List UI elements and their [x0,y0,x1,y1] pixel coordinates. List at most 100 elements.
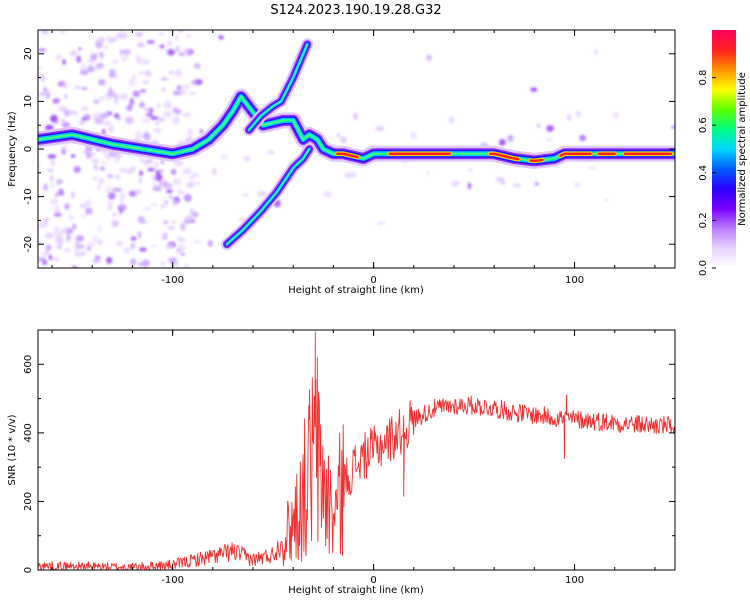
spectrogram-noise-blob [85,199,92,207]
spectrogram-noise-blob [174,160,183,167]
spectrogram-noise-blob [130,242,136,250]
spectrogram-noise-blob [187,128,193,136]
spectrogram-noise-blob [119,30,123,33]
spectrogram-noise-blob [76,55,81,63]
spectrogram-noise-blob [468,168,473,173]
spectrogram-noise-blob [167,49,175,56]
snr-panel: -100 0 100 0 200 400 600 Height of straight li… [7,329,676,596]
spectrogram-noise-blob [124,116,134,125]
spectrogram-noise-blob [52,98,61,104]
spectrogram-noise-blob [182,112,191,118]
spectrogram-noise-blob [115,35,124,39]
spectrogram-noise-blob [92,176,98,181]
spectrogram-noise-blob [96,62,104,69]
spectrogram-noise-blob [81,106,89,111]
spectrogram-noise-blob [546,137,553,142]
spectrogram-noise-blob [160,77,169,81]
spectrogram-noise-blob [62,59,66,65]
spectrogram-noise-blob [87,65,95,73]
spectrogram-noise-blob [38,239,43,247]
spectrogram-noise-blob [78,120,86,126]
spectrogram-noise-blob [180,222,186,231]
spectrogram-noise-blob [137,216,145,223]
spectrogram-noise-blob [137,58,145,65]
spectrogram-noise-blob [88,207,93,215]
spectrogram-hot-segments [335,151,674,164]
spectrogram-noise-blob [573,182,582,188]
spectrogram-noise-blob [183,84,191,89]
spectrogram-noise-blob [91,158,100,163]
spectrogram-noise-blob [138,262,144,266]
spectrogram-noise-blob [267,150,275,155]
spectrogram-noise-blob [47,154,57,159]
spectrogram-noise-blob [64,248,71,252]
spectrogram-noise-blob [113,71,118,79]
spectrogram-noise-blob [40,74,46,82]
spectrogram-noise-blob [97,184,101,191]
spectrogram-noise-blob [426,171,430,175]
spectrogram-noise-blob [500,180,506,185]
spectrogram-noise-blob [90,54,98,61]
spectrogram-y-tick-label: -20 [23,236,34,252]
spectrogram-noise-blob [114,153,123,159]
spectrogram-noise-blob [144,59,149,65]
spectrogram-noise-blob [41,30,49,35]
spectrogram-noise-blob [55,53,60,61]
hot-segment-core [488,152,520,161]
spectrogram-noise-blob [123,247,131,254]
spectrogram-noise-blob [413,132,417,140]
spectrogram-noise-blob [62,83,68,89]
spectrogram-noise-blob [190,218,196,224]
spectrogram-noise-blob [155,173,163,182]
spectrogram-noise-blob [78,47,82,51]
spectrogram-noise-blob [143,107,150,112]
spectrogram-noise-blob [66,234,71,240]
spectrogram-noise-blob [139,247,147,252]
spectrogram-noise-blob [212,167,217,175]
spectrogram-noise-blob [120,203,126,212]
spectrogram-noise-blob [98,78,106,86]
spectrogram-noise-blob [353,113,358,120]
spectrogram-noise-blob [183,48,191,54]
spectrogram-noise-blob [530,87,538,92]
spectrogram-noise-blob [42,259,48,266]
spectrogram-noise-blob [118,199,124,203]
spectrogram-noise-blob [168,257,177,264]
spectrogram-noise-blob [134,131,143,139]
spectrogram-noise-blob [81,86,88,90]
spectrogram-noise-blob [182,168,192,175]
spectrogram-noise-blob [45,244,52,252]
spectrogram-noise-blob [350,172,356,178]
spectrogram-noise-blob [141,259,151,267]
snr-frame [37,329,676,571]
spectrogram-noise-blob [121,31,128,40]
spectrogram-noise-blob [86,246,92,252]
spectrogram-noise-blob [139,158,146,163]
spectrogram-noise-blob [169,70,174,74]
spectrogram-noise-blob [546,125,554,132]
spectrogram-branch-1 [243,38,314,136]
spectrogram-noise-blob [100,112,109,119]
spectrogram-noise-blob [536,124,540,128]
spectrogram-noise-blob [106,257,113,264]
snr-y-tick-label: 400 [23,423,34,442]
spectrogram-noise-blob [131,75,137,80]
spectrogram-noise-blob [83,149,92,155]
spectrogram-noise-blob [161,86,166,93]
spectrogram-noise-blob [102,128,106,135]
spectrogram-noise-blob [93,163,98,171]
spectrogram-noise-blob [94,255,101,261]
spectrogram-y-tick-label: 20 [23,47,34,60]
spectrogram-noise-blob [670,125,675,129]
spectrogram-noise-blob [257,190,266,197]
spectrogram-noise-blob [85,153,92,159]
spectrogram-noise-blob [92,259,101,264]
spectrogram-noise-blob [147,168,155,172]
spectrogram-noise-blob [507,134,514,143]
spectrogram-noise-blob [138,177,143,184]
spectrogram-noise-blob [79,203,87,209]
spectrogram-noise-blob [68,215,75,220]
spectrogram-noise-blob [125,51,130,58]
spectrogram-noise-blob [80,63,87,71]
